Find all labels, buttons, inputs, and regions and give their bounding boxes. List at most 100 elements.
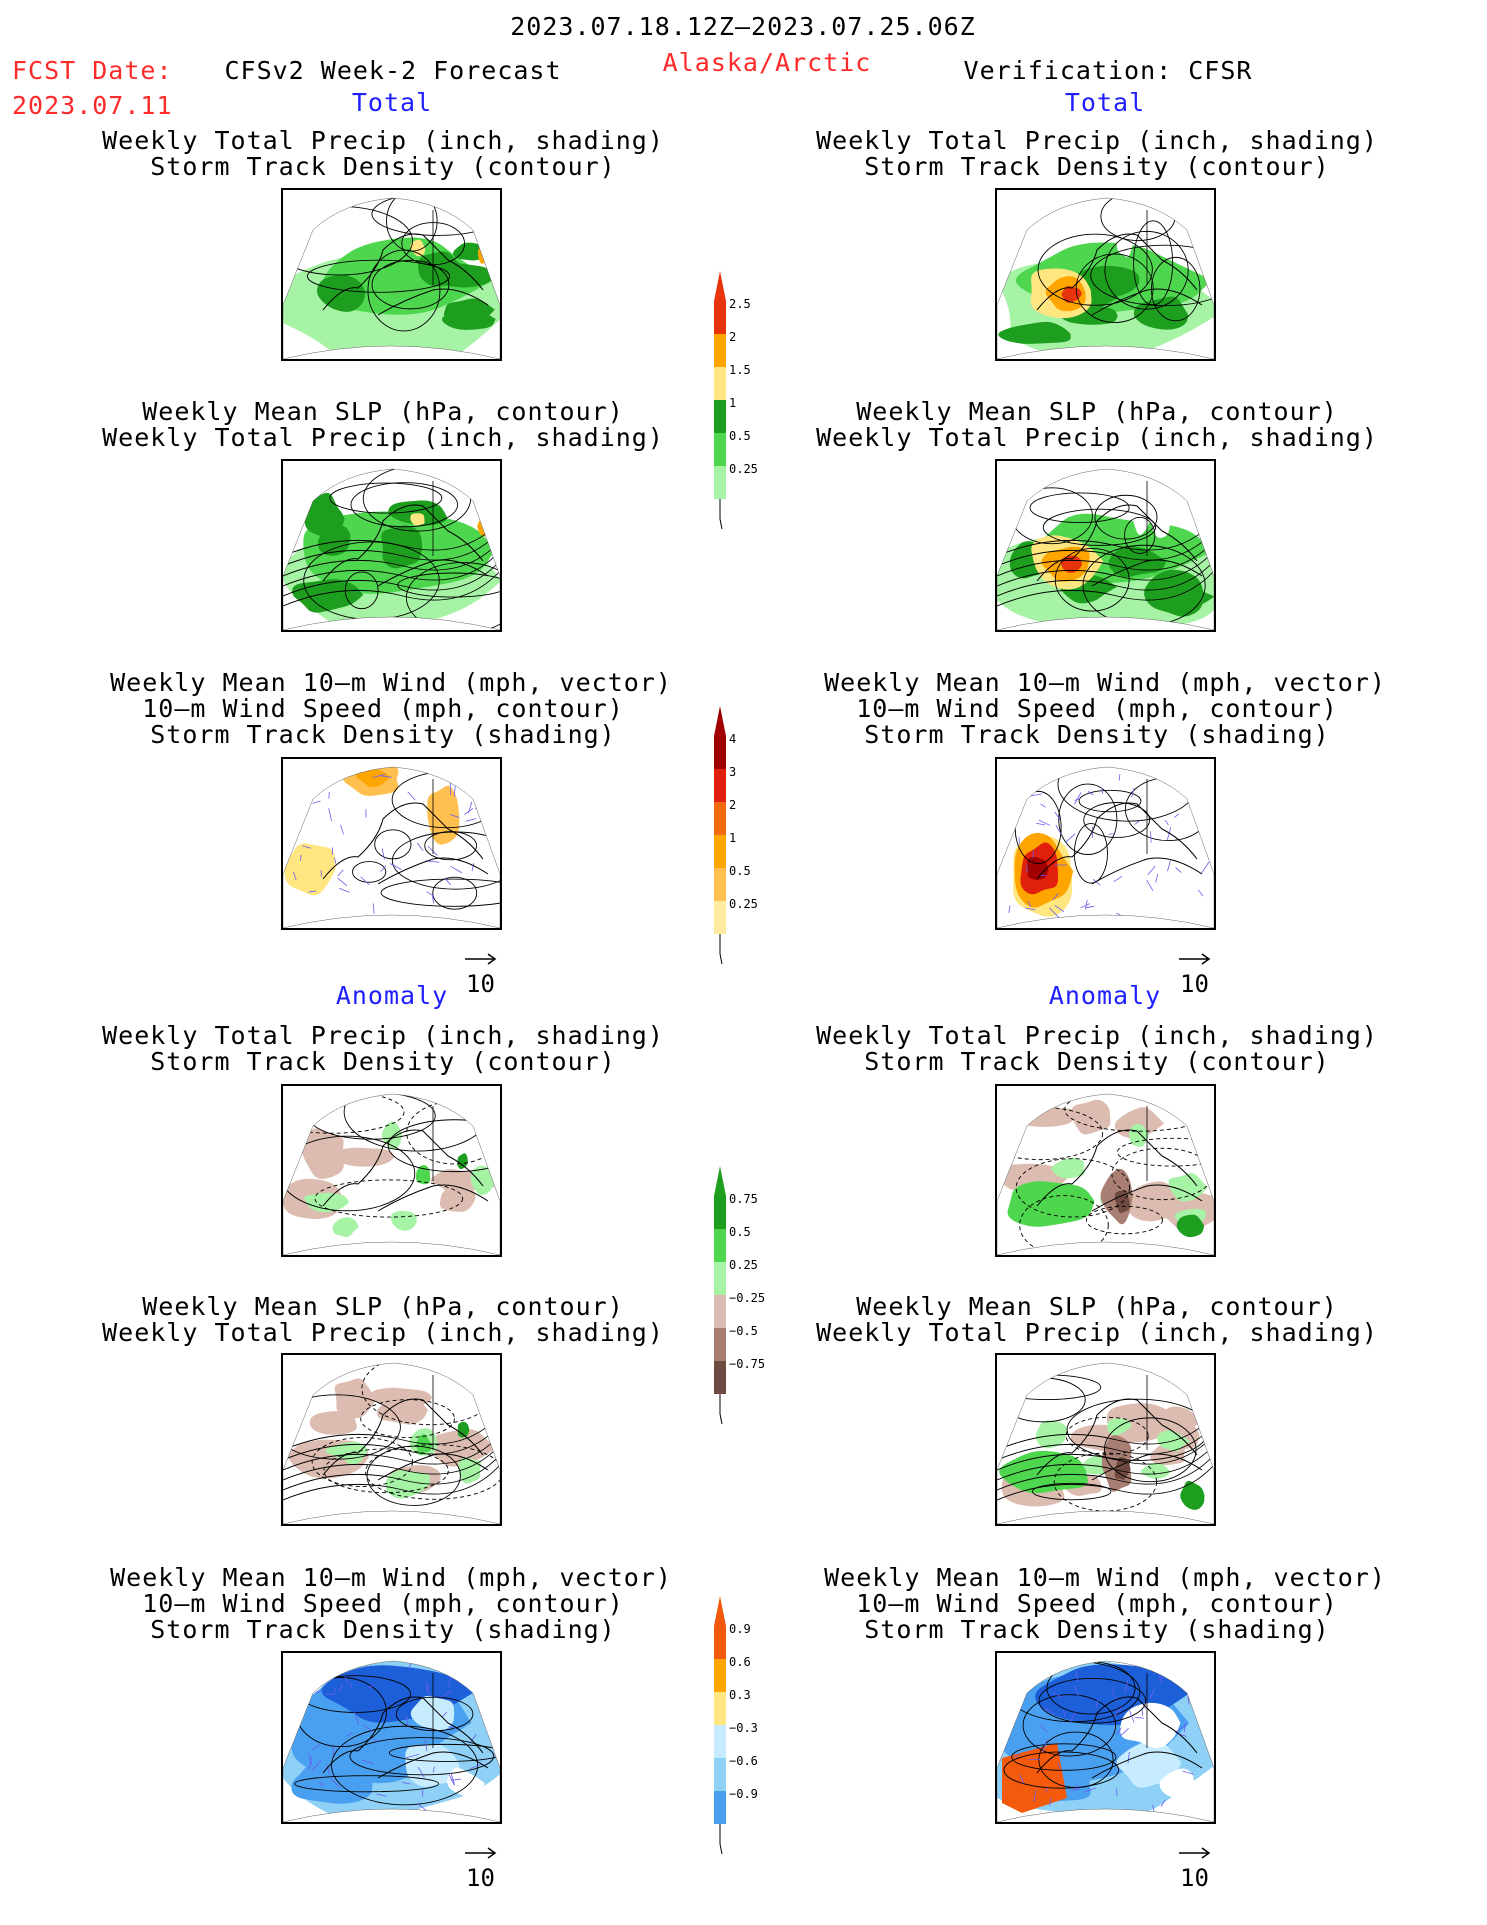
wind-vector	[424, 1681, 430, 1688]
wind-vector	[475, 798, 483, 810]
wind-vector	[444, 877, 451, 886]
domain-outline	[283, 1362, 500, 1524]
isobar-line	[283, 1434, 500, 1471]
title-r3-b: 10—m Wind Speed (mph, contour)	[856, 694, 1338, 723]
colorbar-storm-anom: 0.9 0.6 0.3 −0.3 −0.6 −0.9	[714, 1596, 758, 1855]
wind-vector	[1201, 861, 1210, 874]
title-r4-a: Weekly Total Precip (inch, shading)	[816, 1021, 1378, 1050]
wind-vector	[1091, 826, 1094, 839]
isobar-line	[283, 540, 500, 577]
anomaly-wet	[457, 1153, 468, 1170]
domain-outline	[283, 468, 500, 630]
wind-vector	[1065, 833, 1076, 843]
contour-line	[349, 1737, 495, 1776]
title-l3-b: 10—m Wind Speed (mph, contour)	[142, 694, 624, 723]
wind-vector	[311, 1760, 322, 1771]
wind-vector	[475, 792, 482, 795]
isobar-line	[997, 1444, 1214, 1481]
domain-outline	[997, 1362, 1214, 1524]
precip-area	[306, 503, 345, 536]
colorbar-tick-label: 0.5	[729, 429, 751, 443]
wind-vector	[1111, 1688, 1117, 1702]
vector-ref-arrow-icon	[465, 1847, 497, 1859]
wind-vector	[441, 1690, 452, 1698]
vector-ref-r1: 10	[1178, 944, 1212, 998]
domain-outline	[997, 1093, 1214, 1255]
colorbar-tick-label: 3	[729, 765, 736, 779]
colorbar-segment	[714, 367, 726, 400]
wind-vector	[1115, 1728, 1122, 1735]
contour-line	[386, 198, 438, 252]
wind-vector	[424, 1739, 428, 1752]
contour-line	[294, 1775, 440, 1793]
isobar-line	[283, 1414, 500, 1451]
wind-vector	[1075, 1671, 1079, 1683]
wind-vector	[416, 842, 424, 852]
wind-vector	[464, 808, 474, 815]
wind-vector	[1182, 1770, 1195, 1775]
total-label-right: Total	[1064, 88, 1146, 117]
anomaly-wet	[1007, 1181, 1095, 1227]
wind-vector	[450, 1778, 461, 1781]
title-r5-a: Weekly Mean SLP (hPa, contour)	[856, 1292, 1338, 1321]
map-plot	[997, 1660, 1214, 1822]
contour-line	[395, 1696, 474, 1732]
title-r6-b: 10—m Wind Speed (mph, contour)	[856, 1589, 1338, 1618]
wind-vector	[1167, 860, 1171, 872]
wind-vector	[318, 1782, 325, 1787]
wind-vector	[1116, 912, 1129, 920]
map-obs-slp-precip	[995, 459, 1216, 632]
wind-vector	[1183, 1722, 1187, 1733]
contour-line	[352, 861, 387, 883]
domain-outline	[283, 1660, 500, 1822]
precip-area	[443, 298, 495, 321]
wind-vector	[337, 869, 344, 877]
storm-anomaly	[1002, 1743, 1067, 1813]
wind-vector	[1095, 1699, 1099, 1709]
wind-vector	[1008, 1712, 1012, 1723]
colorbar-tick-label: −0.6	[729, 1754, 758, 1768]
colorbar-segment	[714, 1626, 726, 1659]
colorbar-top-tip	[714, 271, 726, 301]
colorbar-segment	[714, 1295, 726, 1328]
wind-vector	[453, 1675, 461, 1678]
wind-vector	[1052, 1692, 1062, 1698]
wind-vector	[450, 1772, 455, 1785]
wind-vector	[331, 847, 334, 855]
wind-vector	[302, 845, 312, 849]
wind-vector	[1118, 774, 1121, 781]
contour-line	[1073, 823, 1108, 884]
wind-vector	[339, 887, 350, 893]
wind-vector	[293, 871, 297, 881]
wind-vector	[1175, 1724, 1186, 1733]
contour-line	[1104, 230, 1189, 310]
colorbar-bottom-tail	[719, 934, 723, 965]
wind-vector	[426, 891, 435, 897]
wind-vector	[339, 1684, 343, 1692]
wind-vector	[486, 1682, 496, 1685]
colorbar-segment	[714, 1262, 726, 1295]
fcst-date-label: FCST Date:	[12, 56, 173, 85]
wind-vector	[346, 1732, 353, 1737]
wind-vector	[448, 1726, 457, 1729]
title-r2-a: Weekly Mean SLP (hPa, contour)	[856, 397, 1338, 426]
title-l5-a: Weekly Mean SLP (hPa, contour)	[142, 1292, 624, 1321]
wind-vector	[371, 1737, 379, 1742]
wind-vector	[453, 785, 456, 797]
map-fcst-precip-storm	[281, 188, 502, 361]
contour-line	[1015, 1158, 1130, 1218]
wind-vector	[1028, 1758, 1040, 1761]
title-l3-c: Storm Track Density (shading)	[150, 720, 616, 749]
precip-area	[1108, 545, 1167, 578]
storm-track	[356, 767, 391, 787]
contour-line	[371, 198, 500, 236]
contour-line	[371, 259, 450, 310]
wind-vector	[470, 1734, 477, 1743]
contour-line	[1075, 253, 1154, 323]
wind-vector	[349, 1681, 353, 1690]
anomaly-wet	[415, 1165, 431, 1185]
vector-ref-value: 10	[1180, 1864, 1209, 1892]
vector-ref-arrow-icon	[1179, 953, 1211, 965]
title-l6-b: 10—m Wind Speed (mph, contour)	[142, 1589, 624, 1618]
vector-ref-r2: 10	[1178, 1838, 1212, 1892]
